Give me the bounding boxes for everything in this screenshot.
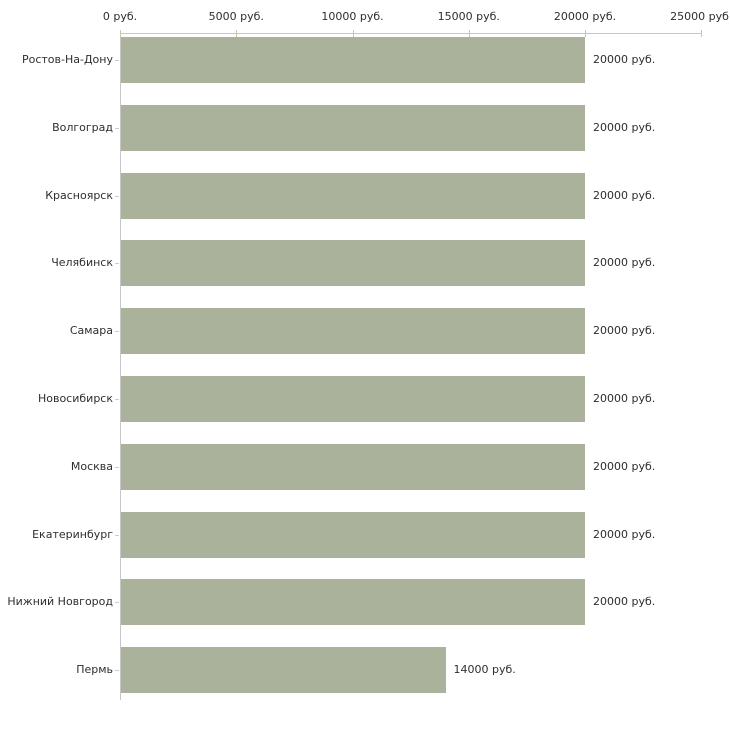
category-tick: [115, 127, 119, 129]
x-axis-line: [120, 33, 702, 34]
category-tick: [115, 195, 119, 197]
bar-value-label: 20000 руб.: [593, 324, 656, 338]
category-tick: [115, 60, 119, 61]
bar-value-label: 20000 руб.: [593, 53, 656, 66]
bar-7: [121, 443, 585, 490]
category-label: Новосибирск: [37, 392, 113, 405]
category-label: Ростов-На-Дону: [21, 53, 113, 66]
x-axis-tick-label: 10000 руб.: [321, 10, 384, 23]
bar-1: [121, 37, 585, 83]
category-label: Пермь: [76, 663, 113, 677]
category-label: Нижний Новгород: [7, 595, 113, 609]
category-label: Екатеринбург: [32, 527, 113, 541]
x-axis-tick: [468, 30, 470, 37]
x-axis-tick-label: 0 руб.: [102, 10, 138, 23]
bar-value-label: 20000 руб.: [593, 188, 656, 202]
category-tick: [115, 602, 119, 604]
bar-value-label: 20000 руб.: [593, 256, 656, 270]
x-axis-tick: [236, 30, 238, 37]
category-label: Самара: [69, 324, 113, 338]
x-axis-tick-label: 20000 руб.: [553, 10, 617, 23]
x-axis-tick: [352, 30, 354, 37]
category-label: Волгоград: [52, 120, 113, 134]
bar-value-label: 20000 руб.: [593, 527, 656, 541]
x-axis-tick-label: 5000 руб.: [208, 10, 264, 23]
category-tick: [115, 263, 119, 265]
category-label: Челябинск: [51, 256, 113, 270]
bar-value-label: 14000 руб.: [453, 663, 516, 677]
bar-5: [121, 308, 585, 355]
bar-value-label: 20000 руб.: [593, 392, 656, 405]
category-tick: [115, 670, 119, 672]
x-axis-tick: [120, 30, 121, 37]
x-axis-tick-label: 15000 руб.: [437, 10, 500, 23]
x-axis-tick: [701, 30, 703, 37]
bar-6: [121, 376, 585, 422]
bar-10: [121, 647, 446, 694]
x-axis-tick-label: 25000 руб.: [670, 10, 730, 23]
category-tick: [115, 466, 119, 468]
bar-value-label: 20000 руб.: [593, 120, 656, 134]
bar-4: [121, 240, 585, 287]
bar-9: [121, 579, 585, 626]
bar-value-label: 20000 руб.: [593, 459, 656, 473]
category-label: Москва: [70, 459, 113, 473]
bar-value-label: 20000 руб.: [593, 595, 656, 609]
x-axis-tick: [585, 30, 586, 37]
bar-3: [121, 172, 585, 219]
category-tick: [115, 331, 119, 333]
y-axis-line: [120, 33, 121, 700]
bar-8: [121, 511, 585, 558]
category-tick: [115, 534, 119, 536]
category-label: Красноярск: [45, 188, 113, 202]
category-tick: [115, 399, 119, 400]
bar-2: [121, 104, 585, 151]
